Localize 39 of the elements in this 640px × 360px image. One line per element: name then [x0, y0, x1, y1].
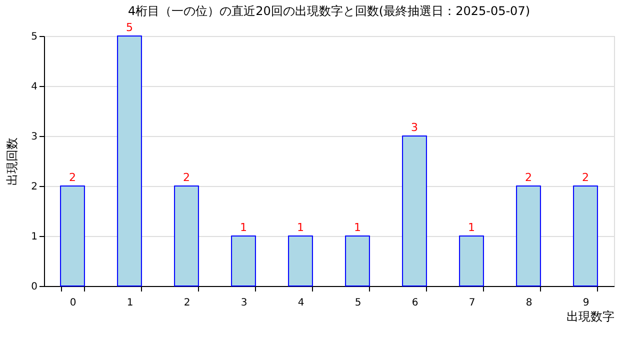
- y-tick-label: 0: [31, 282, 38, 292]
- y-tick-label: 1: [31, 232, 38, 242]
- data-label: 2: [183, 171, 190, 184]
- y-tick-label: 5: [31, 32, 38, 42]
- y-tick-label: 4: [31, 82, 38, 92]
- bar: [345, 236, 370, 286]
- x-tick-label: 0: [70, 298, 76, 308]
- data-label: 2: [525, 171, 532, 184]
- bar: [117, 36, 142, 286]
- bar: [288, 236, 313, 286]
- bar: [60, 186, 85, 286]
- x-tick-label: 4: [298, 298, 304, 308]
- bar: [573, 186, 598, 286]
- x-tick-label: 8: [526, 298, 532, 308]
- bar: [174, 186, 199, 286]
- x-tick-label: 6: [412, 298, 418, 308]
- bar: [231, 236, 256, 286]
- bar: [459, 236, 484, 286]
- bar: [402, 136, 427, 286]
- data-label: 5: [126, 21, 133, 34]
- y-axis-title: 出現回数: [5, 138, 20, 186]
- x-tick-label: 5: [354, 298, 362, 308]
- x-tick-label: 1: [126, 298, 134, 308]
- x-tick-label: 7: [468, 298, 476, 308]
- data-label: 1: [240, 221, 247, 234]
- y-tick-label: 2: [31, 182, 38, 192]
- data-label: 1: [468, 221, 475, 234]
- data-label: 2: [582, 171, 589, 184]
- chart-title: 4桁目（一の位）の直近20回の出現数字と回数(最終抽選日：2025-05-07): [128, 4, 530, 18]
- x-tick-label: 3: [240, 298, 248, 308]
- data-label: 3: [411, 121, 418, 134]
- y-tick-label: 3: [31, 132, 38, 142]
- data-label: 1: [297, 221, 304, 234]
- data-label: 2: [69, 171, 76, 184]
- bar: [516, 186, 541, 286]
- x-tick-label: 9: [582, 298, 590, 308]
- x-tick-label: 2: [184, 298, 190, 308]
- x-axis-title: 出現数字: [566, 310, 614, 324]
- data-label: 1: [354, 221, 361, 234]
